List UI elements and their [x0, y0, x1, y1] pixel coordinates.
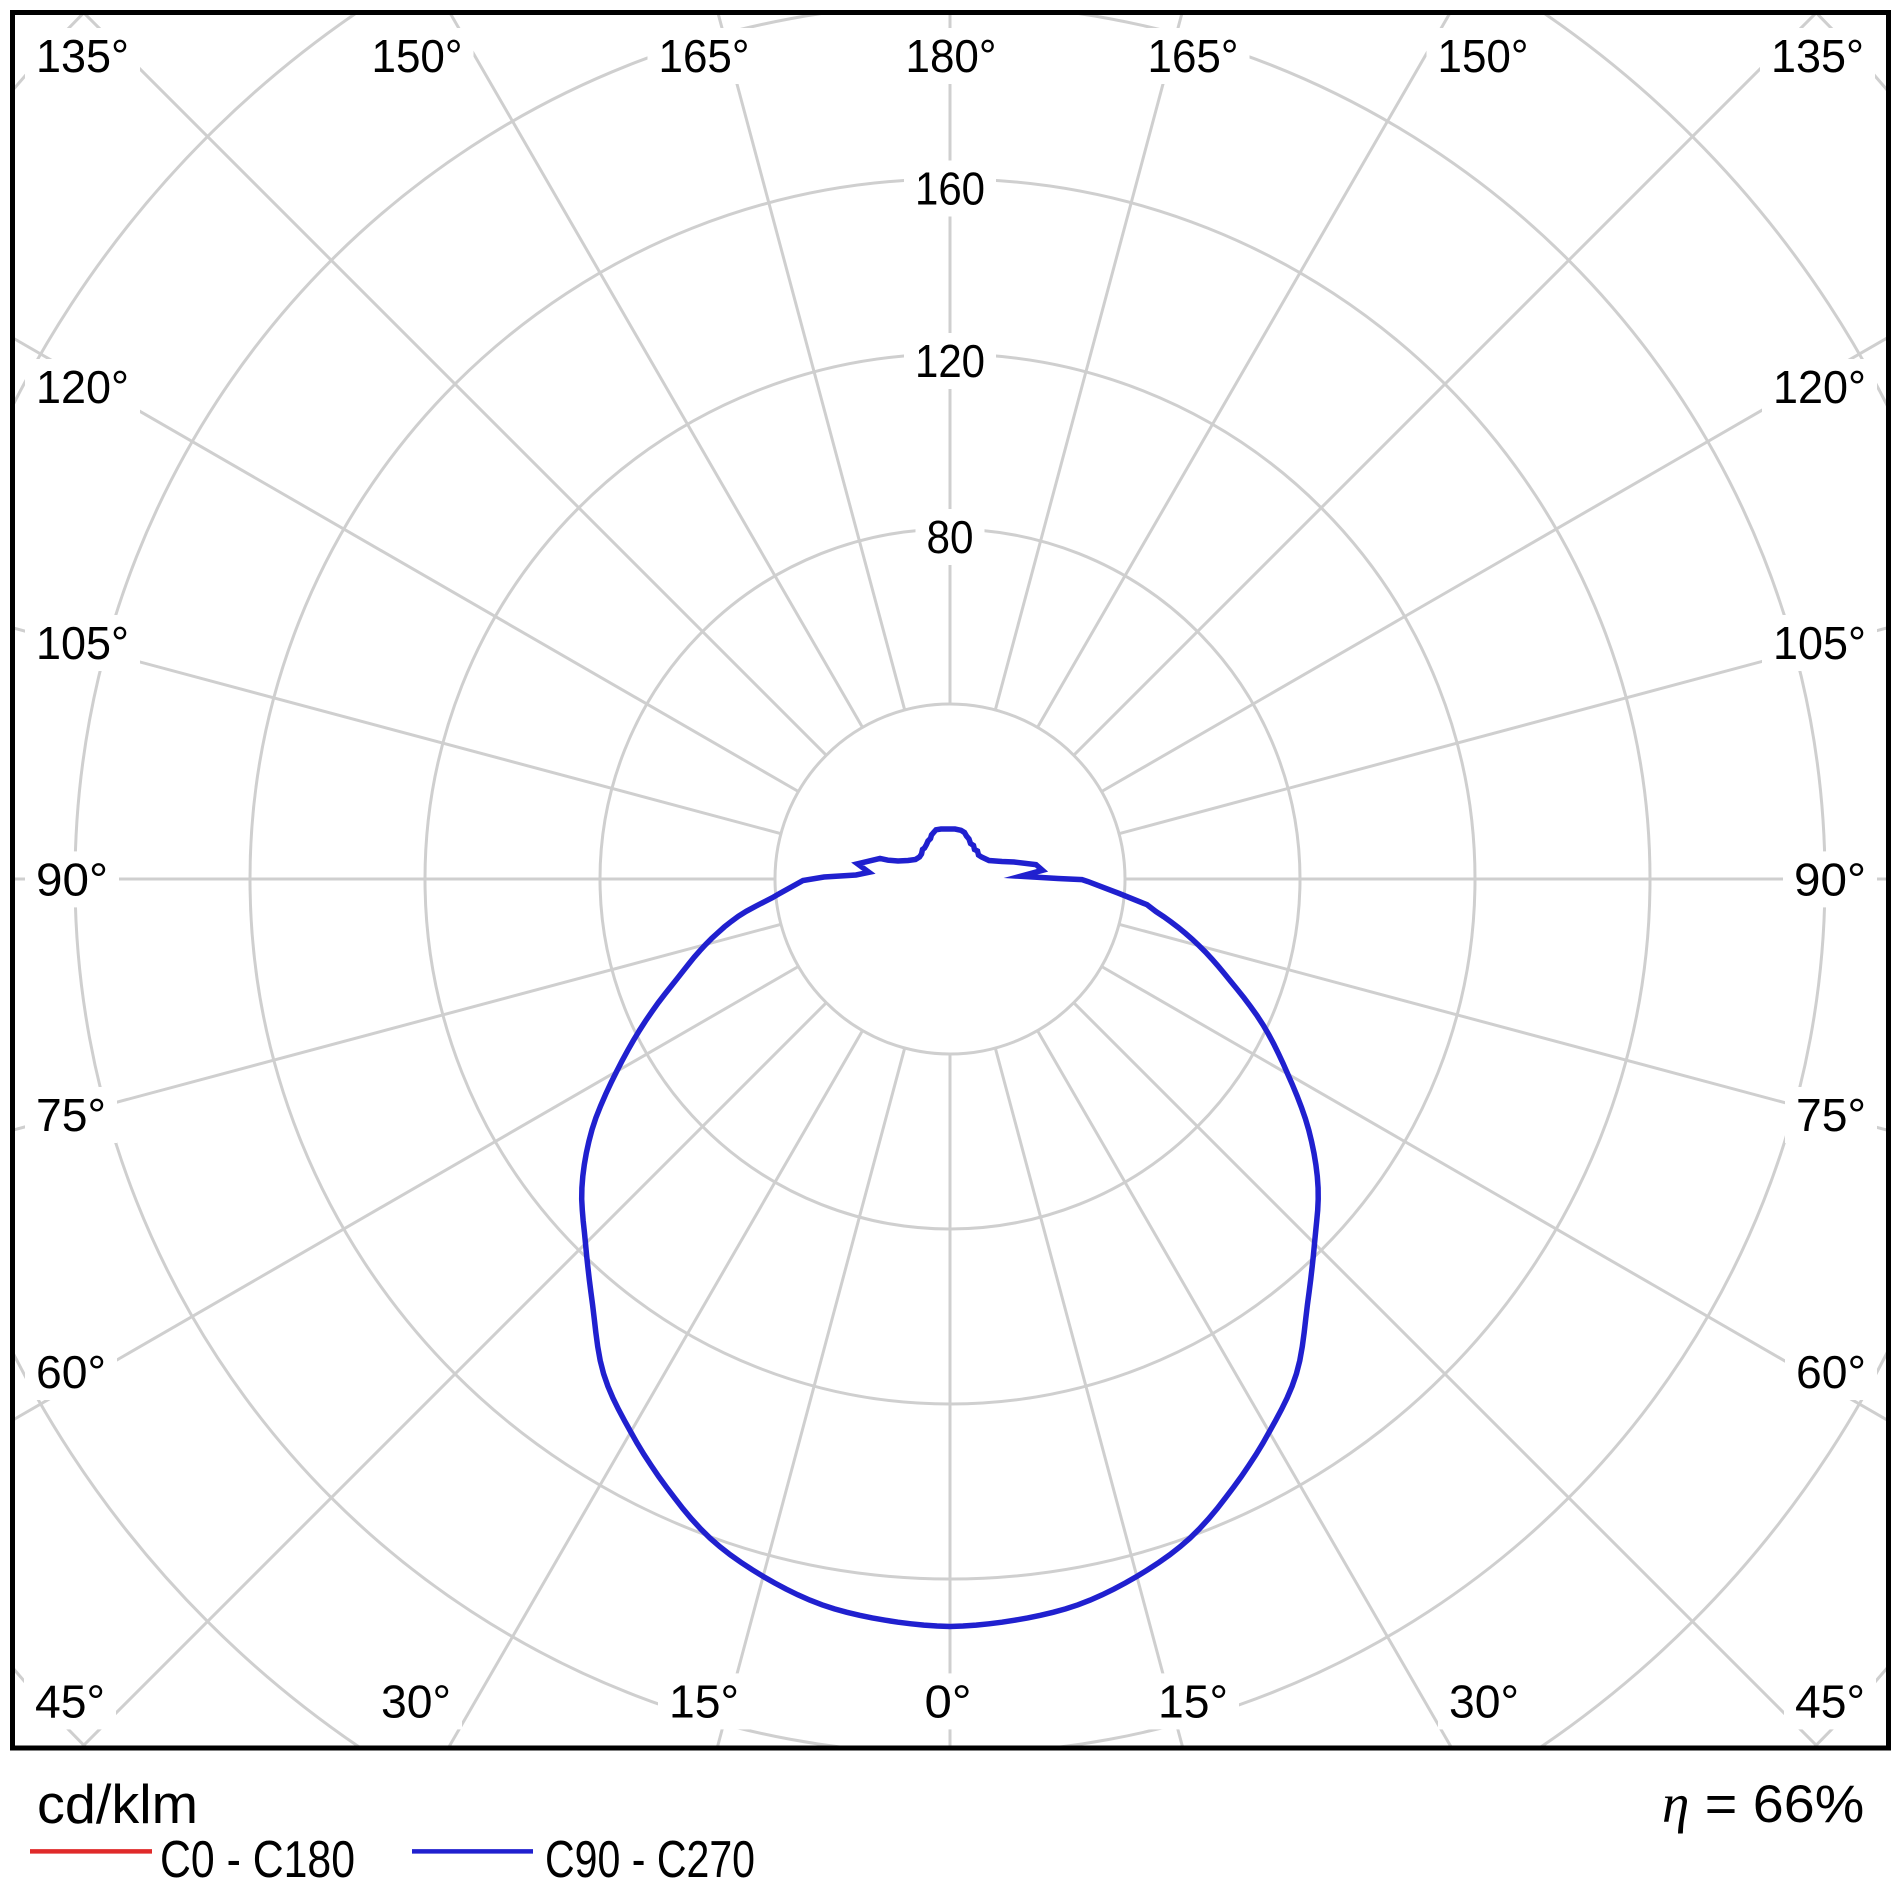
svg-text:90°: 90° — [36, 853, 108, 905]
svg-text:60°: 60° — [1796, 1346, 1866, 1398]
svg-text:75°: 75° — [1796, 1089, 1866, 1141]
svg-text:135°: 135° — [36, 30, 129, 82]
svg-text:90°: 90° — [1794, 853, 1866, 905]
svg-text:150°: 150° — [1438, 30, 1529, 82]
svg-text:180°: 180° — [906, 30, 997, 82]
svg-text:15°: 15° — [669, 1675, 739, 1727]
svg-text:150°: 150° — [372, 30, 463, 82]
svg-text:C90 - C270: C90 - C270 — [545, 1831, 755, 1889]
svg-text:160: 160 — [915, 163, 985, 215]
svg-text:105°: 105° — [36, 617, 129, 669]
svg-text:45°: 45° — [35, 1675, 105, 1727]
svg-text:75°: 75° — [36, 1089, 106, 1141]
svg-text:30°: 30° — [381, 1675, 451, 1727]
svg-text:120°: 120° — [36, 361, 129, 413]
svg-text:η = 66%: η = 66% — [1662, 1773, 1864, 1834]
svg-text:30°: 30° — [1449, 1675, 1519, 1727]
svg-text:C0 - C180: C0 - C180 — [160, 1831, 355, 1889]
svg-text:0°: 0° — [925, 1675, 972, 1727]
svg-text:120°: 120° — [1773, 361, 1866, 413]
svg-text:60°: 60° — [36, 1346, 106, 1398]
svg-text:120: 120 — [915, 335, 985, 387]
svg-text:135°: 135° — [1771, 30, 1864, 82]
svg-text:165°: 165° — [1148, 30, 1239, 82]
svg-text:165°: 165° — [659, 30, 750, 82]
svg-text:15°: 15° — [1158, 1675, 1228, 1727]
svg-text:105°: 105° — [1773, 617, 1866, 669]
svg-text:cd/klm: cd/klm — [37, 1773, 198, 1835]
svg-text:45°: 45° — [1795, 1675, 1865, 1727]
svg-text:80: 80 — [927, 511, 974, 563]
